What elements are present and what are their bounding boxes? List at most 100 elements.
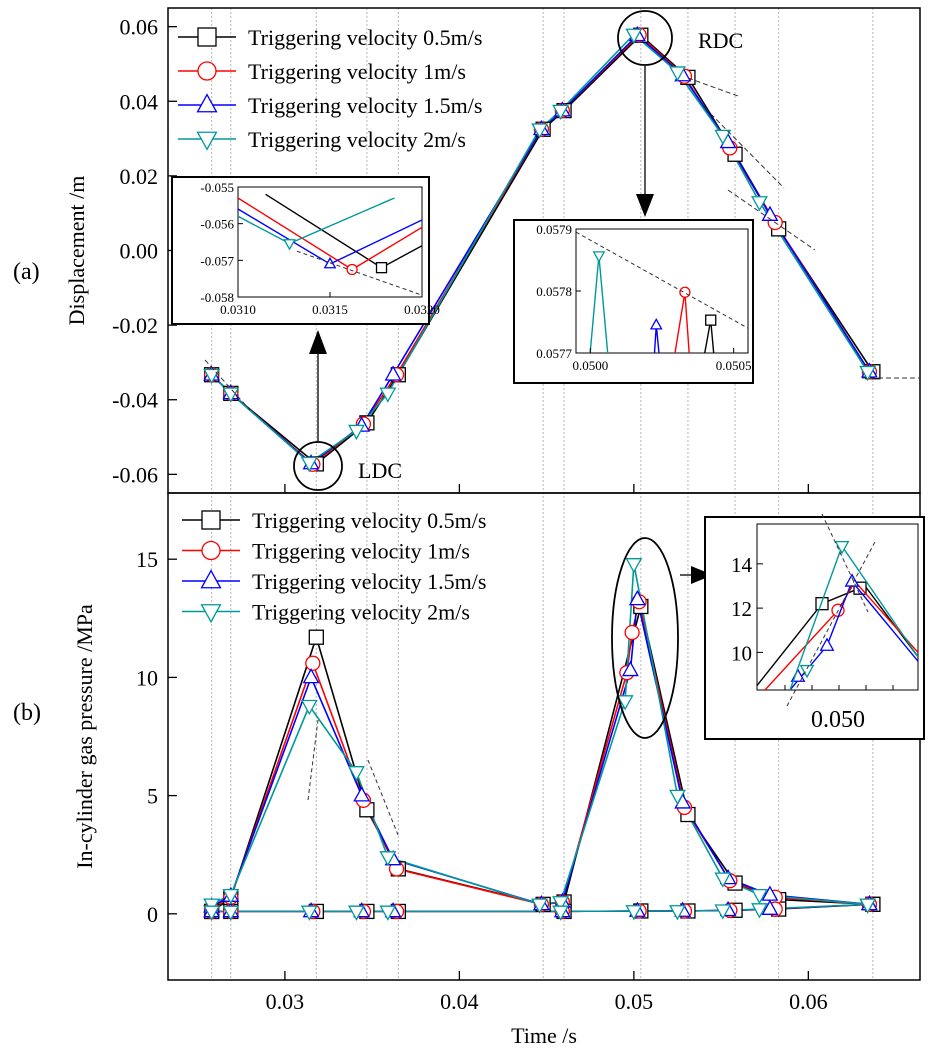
y-axis-label: Displacement /m bbox=[64, 176, 89, 326]
x-tick-label: 0.04 bbox=[440, 989, 479, 1014]
data-point bbox=[625, 558, 643, 574]
y-tick-label: 5 bbox=[147, 784, 158, 809]
data-point bbox=[761, 205, 779, 221]
data-point bbox=[203, 368, 221, 385]
legend-marker bbox=[201, 540, 221, 561]
data-point bbox=[751, 888, 768, 905]
data-point bbox=[625, 905, 643, 921]
y-axis-label: In-cylinder gas pressure /MPa bbox=[72, 604, 97, 869]
arrow-head bbox=[691, 566, 713, 584]
y-tick-label: 15 bbox=[136, 547, 158, 572]
inset-y-tick-label: -0.055 bbox=[200, 180, 234, 195]
series-markers bbox=[203, 25, 881, 921]
inset-data-point bbox=[819, 637, 835, 651]
data-point bbox=[751, 903, 768, 919]
legends: Triggering velocity 0.5m/s Triggering vel… bbox=[178, 25, 486, 625]
inset-data-point bbox=[815, 597, 829, 611]
dashed-guide bbox=[367, 759, 399, 836]
legend-label: Triggering velocity 2m/s bbox=[248, 127, 466, 152]
inset-data-point bbox=[375, 262, 388, 274]
inset-border bbox=[704, 516, 925, 740]
inset-plot bbox=[757, 540, 918, 690]
data-point bbox=[628, 589, 646, 606]
y-tick-label: -0.04 bbox=[112, 388, 158, 413]
data-point bbox=[353, 786, 371, 802]
arrow-head bbox=[636, 194, 654, 217]
panel-label: (a) bbox=[13, 259, 40, 285]
data-point bbox=[669, 789, 686, 805]
data-point bbox=[222, 905, 240, 921]
inset-axes bbox=[756, 523, 919, 691]
data-point bbox=[552, 896, 570, 912]
data-point bbox=[203, 905, 221, 921]
data-point bbox=[625, 28, 643, 44]
dashed-guide bbox=[687, 77, 739, 97]
data-point bbox=[669, 905, 686, 921]
legend-marker bbox=[200, 569, 222, 589]
data-point bbox=[552, 905, 570, 921]
inset-y-tick-label: 0.0577 bbox=[536, 346, 572, 361]
x-tick-label: 0.06 bbox=[789, 989, 828, 1014]
inset-peak: 10 12 14 0.050 bbox=[704, 513, 925, 740]
data-point bbox=[621, 660, 639, 677]
inset-dashed-guide bbox=[576, 231, 748, 329]
panel-2-markers bbox=[203, 558, 881, 921]
y-tick-label: 0.06 bbox=[120, 15, 159, 40]
data-point bbox=[222, 387, 240, 403]
data-point bbox=[714, 904, 732, 920]
arrow-head bbox=[309, 330, 327, 354]
inset-x-tick-label: 0.0505 bbox=[716, 358, 752, 373]
data-point bbox=[222, 888, 240, 905]
data-point bbox=[379, 851, 397, 867]
panel-label: (b) bbox=[13, 700, 41, 726]
inset-series-line bbox=[757, 585, 918, 687]
legend-marker bbox=[201, 510, 221, 530]
dashed-guide bbox=[704, 107, 785, 189]
panel-1-markers bbox=[203, 25, 881, 473]
data-point bbox=[384, 365, 402, 381]
inset-data-point bbox=[283, 239, 296, 251]
data-point bbox=[300, 699, 318, 716]
inset-dashed-guide bbox=[296, 250, 422, 296]
legend-label: Triggering velocity 1m/s bbox=[252, 539, 470, 564]
legend-label: Triggering velocity 1.5m/s bbox=[252, 569, 486, 594]
data-point bbox=[616, 695, 634, 711]
dashed-guide bbox=[204, 359, 251, 411]
inset-data-point bbox=[346, 263, 358, 276]
inset-y-tick-label: 10 bbox=[731, 641, 752, 665]
data-point bbox=[347, 905, 365, 921]
data-point bbox=[300, 456, 318, 473]
legend-label: Triggering velocity 1.5m/s bbox=[248, 93, 482, 118]
data-point bbox=[531, 123, 549, 139]
inset-y-tick-label: -0.056 bbox=[200, 217, 234, 232]
x-tick-label: 0.03 bbox=[266, 989, 305, 1014]
ldc-label: LDC bbox=[358, 458, 402, 483]
data-point bbox=[859, 898, 877, 914]
y-tick-label: 0 bbox=[147, 902, 158, 927]
inset-dashed-guide bbox=[786, 539, 877, 707]
peak-ellipse bbox=[611, 537, 679, 739]
inset-y-tick-label: 0.0579 bbox=[536, 222, 572, 237]
data-point bbox=[308, 629, 324, 645]
axis-texts: -0.06 -0.04 -0.02 0.00 0.02 0.04 0.06 Displacem… bbox=[13, 15, 828, 1048]
inset-x-tick-label: 0.0315 bbox=[312, 302, 348, 317]
y-tick-label: 10 bbox=[136, 665, 158, 690]
legend-marker bbox=[197, 61, 217, 81]
inset-y-tick-label: 12 bbox=[731, 597, 752, 621]
data-point bbox=[302, 668, 320, 684]
axes bbox=[167, 7, 921, 981]
data-point bbox=[552, 104, 570, 120]
data-point bbox=[859, 365, 877, 382]
data-point bbox=[531, 898, 549, 914]
inset-data-point bbox=[834, 540, 850, 555]
inset-x-tick-label: 0.0500 bbox=[572, 358, 608, 373]
inset-x-tick-label: 0.050 bbox=[811, 707, 865, 733]
legend-marker bbox=[200, 604, 222, 624]
inset-y-tick-label: 0.0578 bbox=[536, 284, 572, 299]
inset-plot bbox=[576, 231, 748, 353]
x-axis-label: Time /s bbox=[511, 1023, 577, 1048]
inset-border bbox=[513, 219, 754, 384]
